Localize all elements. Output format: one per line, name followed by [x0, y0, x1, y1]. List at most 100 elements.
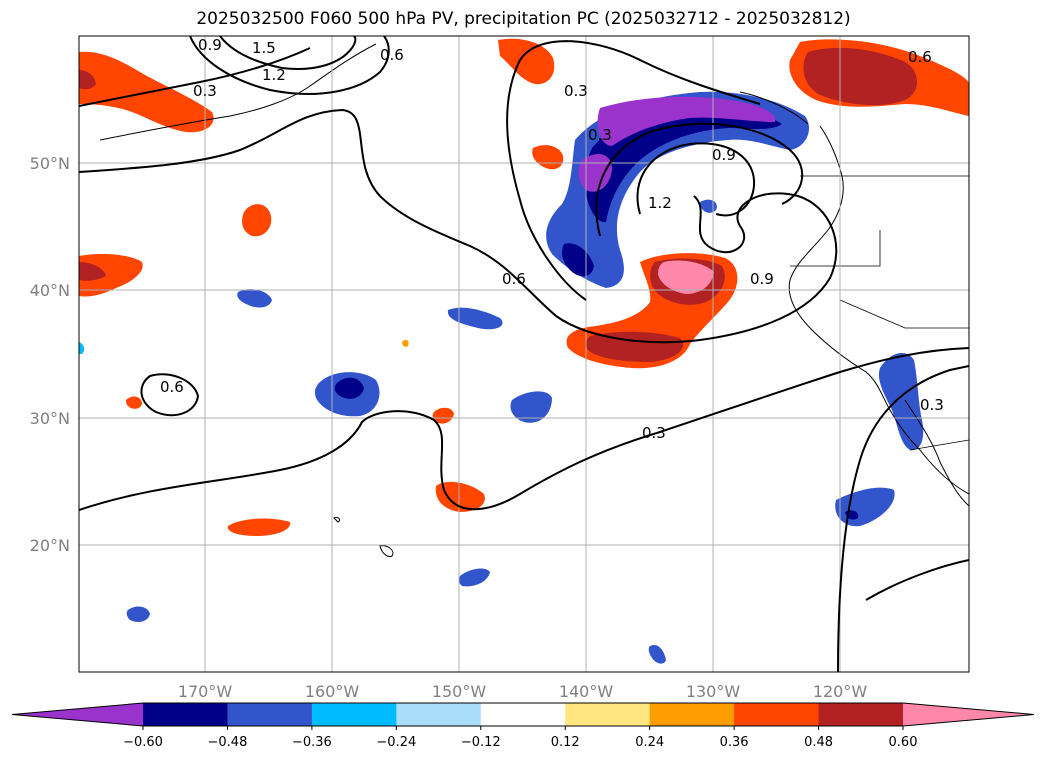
precip-area-positive-extreme	[658, 260, 714, 294]
lon-label: 170°W	[178, 682, 233, 701]
contour-label: 0.9	[198, 36, 222, 54]
lat-label: 40°N	[30, 281, 70, 300]
coastline-north-america	[788, 125, 969, 495]
contour-label: 0.9	[712, 146, 736, 164]
pv-contour-0.6	[79, 108, 838, 344]
latitude-labels: 50°N 40°N 30°N 20°N	[30, 154, 70, 555]
pv-contour-0.6	[837, 365, 969, 672]
colorbar-tick-label: 0.36	[720, 735, 749, 750]
contour-labels: 1.5 1.2 0.3 0.6 0.3 0.3 0.9 1.2 0.6 0.9 …	[160, 36, 944, 442]
colorbar-tick-label: −0.12	[461, 735, 501, 750]
contour-label: 0.6	[380, 46, 404, 64]
precip-area-negative-extreme	[597, 96, 776, 146]
colorbar-segment	[818, 703, 904, 726]
precip-area-negative	[878, 353, 924, 451]
precip-area-negative	[648, 644, 666, 664]
island-kauai	[333, 517, 341, 523]
lat-label: 50°N	[30, 154, 70, 173]
colorbar-segment	[565, 703, 651, 726]
precip-area-positive	[79, 254, 143, 297]
colorbar-segment	[734, 703, 820, 726]
lat-label: 20°N	[30, 536, 70, 555]
pv-contour-1.2	[636, 142, 756, 217]
contour-label: 1.2	[648, 194, 672, 212]
contour-label: 0.3	[193, 82, 217, 100]
precip-area-negative	[237, 289, 272, 308]
island-hawaii	[379, 545, 394, 557]
precip-area-negative-strong	[585, 103, 782, 223]
colorbar-segment	[480, 703, 566, 726]
pv-contour-0.9	[595, 122, 804, 237]
contour-label: 0.6	[160, 378, 184, 396]
colorbar-tick-label: −0.24	[376, 735, 416, 750]
precip-area-positive	[126, 396, 142, 409]
precip-area-positive-strong	[803, 47, 918, 106]
precip-area-positive	[435, 481, 485, 512]
contour-label: 0.3	[920, 396, 944, 414]
lon-label: 120°W	[813, 682, 868, 701]
contour-label: 0.9	[750, 270, 774, 288]
coastline-baja	[904, 399, 969, 507]
precip-area-positive-strong	[585, 331, 684, 362]
colorbar-tick-label: −0.48	[208, 735, 248, 750]
border-us-mexico	[909, 439, 969, 451]
lon-label: 160°W	[305, 682, 360, 701]
coastline-aleutians	[99, 43, 377, 141]
precip-area-positive	[242, 204, 272, 237]
coastlines	[99, 43, 969, 557]
pv-contour-0.3	[79, 347, 969, 511]
colorbar-segment	[227, 703, 313, 726]
map-frame	[78, 35, 970, 673]
contour-label: 1.5	[252, 39, 276, 57]
precip-area-positive-strong	[79, 70, 96, 90]
map-area: 1.5 1.2 0.3 0.6 0.3 0.3 0.9 1.2 0.6 0.9 …	[79, 36, 969, 672]
colorbar-tick-label: 0.48	[804, 735, 833, 750]
precip-area-positive-strong	[79, 262, 106, 281]
colorbar-tick-label: 0.60	[889, 735, 918, 750]
pv-contour-1.2	[189, 36, 390, 95]
pv-contour-0.3	[79, 47, 311, 107]
contour-label: 0.3	[564, 82, 588, 100]
contour-label: 0.3	[642, 424, 666, 442]
colorbar-tick-label: 0.24	[635, 735, 664, 750]
precip-area-negative	[79, 342, 85, 354]
contour-label: 1.2	[262, 66, 286, 84]
precip-area-negative	[510, 391, 552, 423]
colorbar-tick-label: −0.36	[292, 735, 332, 750]
pv-contour-0.3	[506, 40, 761, 301]
lon-label: 140°W	[559, 682, 614, 701]
colorbar-extend-high	[903, 703, 1034, 726]
border-state	[790, 230, 881, 267]
precip-area-negative	[126, 606, 150, 622]
precip-area-positive	[227, 518, 291, 536]
precip-area-positive	[402, 339, 409, 347]
colorbar: −0.60 −0.48 −0.36 −0.24 −0.12 0.12 0.24 0.36 0.4…	[11, 702, 1035, 750]
colorbar-tick-label: 0.12	[551, 735, 580, 750]
border-state	[839, 299, 969, 329]
pv-contour-0.6	[140, 373, 200, 417]
lon-label: 150°W	[432, 682, 487, 701]
pv-contour-1.5	[219, 36, 357, 70]
coastline-alaska-panhandle	[739, 91, 809, 125]
precip-area-positive	[498, 38, 555, 85]
map-background	[79, 36, 969, 672]
colorbar-segment	[649, 703, 735, 726]
political-borders	[790, 175, 969, 451]
colorbar-tick-label: −0.60	[123, 735, 163, 750]
precip-area-negative-strong	[334, 377, 364, 399]
precip-area-negative	[458, 568, 490, 587]
contour-label: 0.6	[908, 48, 932, 66]
precip-shading	[79, 38, 969, 664]
contour-label: 0.6	[502, 270, 526, 288]
longitude-labels: 170°W 160°W 150°W 140°W 130°W 120°W	[178, 682, 868, 701]
contour-label: 0.3	[588, 126, 612, 144]
pv-contours	[79, 36, 969, 672]
colorbar-segment	[311, 703, 397, 726]
figure-title: 2025032500 F060 500 hPa PV, precipitatio…	[196, 9, 851, 29]
colorbar-segment	[143, 703, 228, 726]
lat-label: 30°N	[30, 409, 70, 428]
lon-label: 130°W	[686, 682, 741, 701]
precip-area-negative	[447, 307, 503, 330]
colorbar-segment	[396, 703, 482, 726]
